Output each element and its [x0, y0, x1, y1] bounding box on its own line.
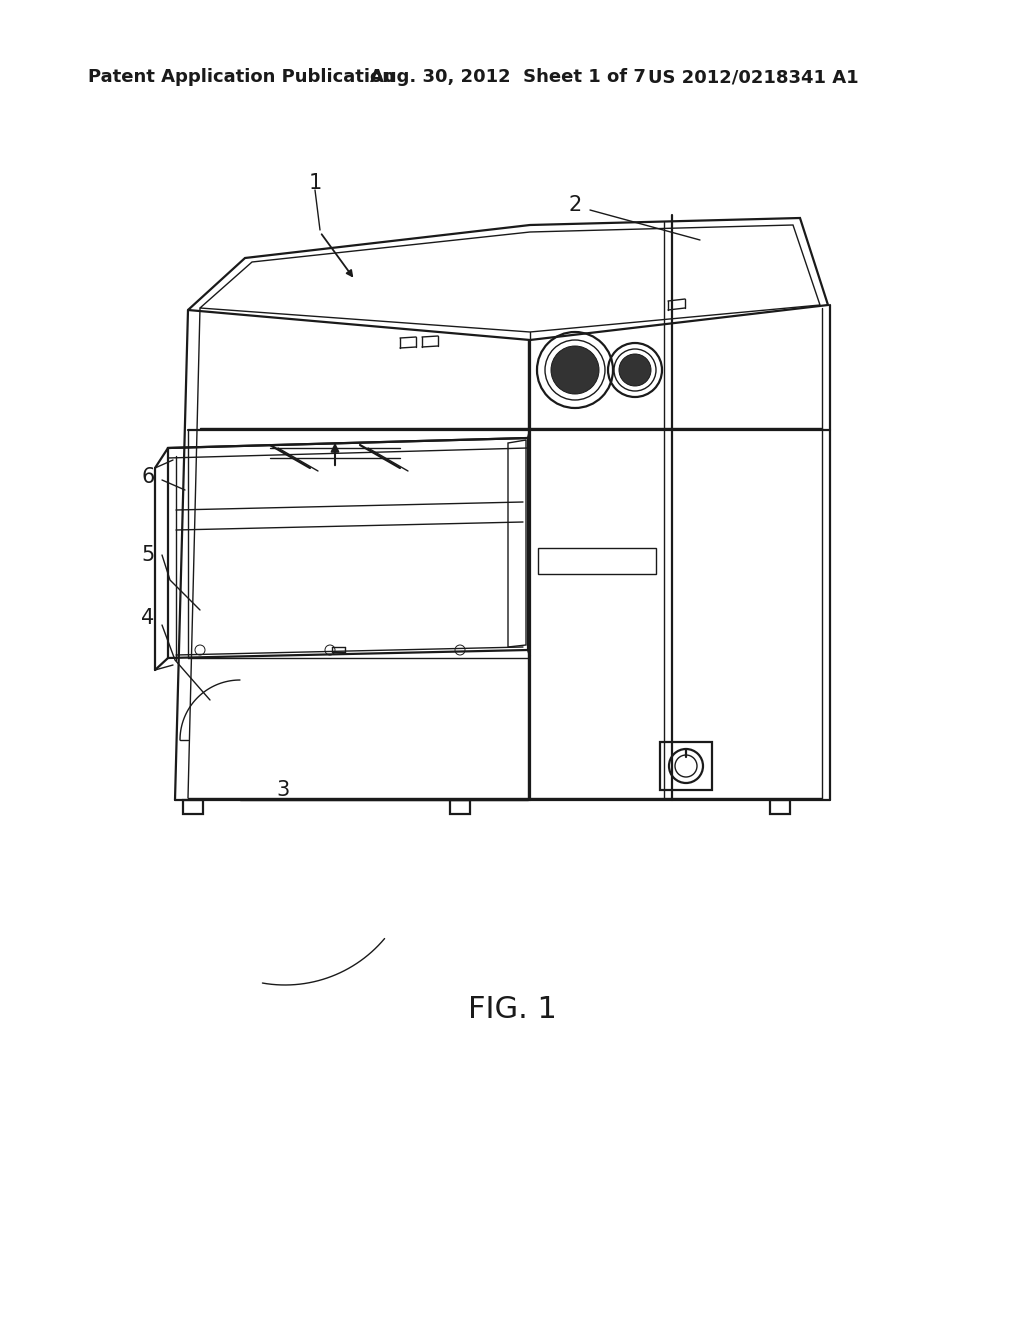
Bar	[660, 742, 712, 789]
Text: US 2012/0218341 A1: US 2012/0218341 A1	[648, 69, 859, 86]
Circle shape	[618, 354, 651, 385]
Bar	[770, 800, 790, 814]
Text: 2: 2	[568, 195, 582, 215]
Bar	[450, 800, 470, 814]
Circle shape	[551, 346, 599, 393]
Bar	[538, 548, 656, 574]
Text: 1: 1	[308, 173, 322, 193]
Text: FIG. 1: FIG. 1	[468, 995, 556, 1024]
Bar	[183, 800, 203, 814]
Text: 5: 5	[141, 545, 155, 565]
Text: 4: 4	[141, 609, 155, 628]
Text: 6: 6	[141, 467, 155, 487]
Text: Patent Application Publication: Patent Application Publication	[88, 69, 395, 86]
Text: Aug. 30, 2012  Sheet 1 of 7: Aug. 30, 2012 Sheet 1 of 7	[370, 69, 646, 86]
Text: 3: 3	[276, 780, 290, 800]
